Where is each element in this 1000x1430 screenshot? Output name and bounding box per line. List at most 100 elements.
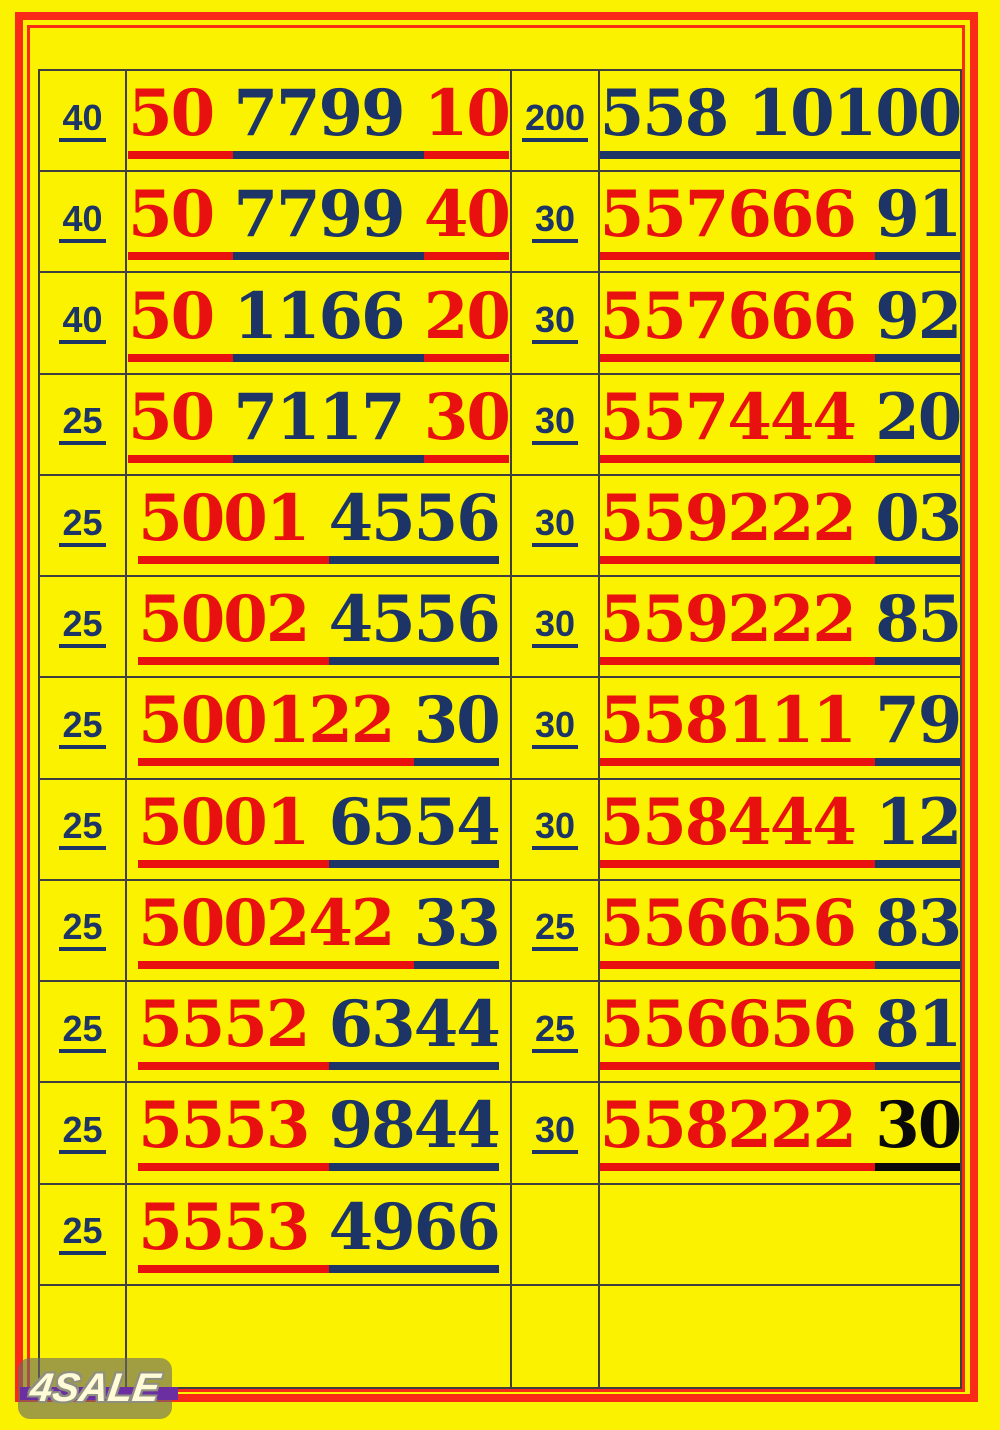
phone-number-segment: 33 [413,891,501,969]
phone-number-segment: 556656 [599,891,876,969]
price-cell: 30 [512,273,600,375]
phone-number-segment: 557444 [599,385,876,463]
price-cell: 25 [40,779,127,881]
phone-number-segment: 81 [875,993,962,1071]
price-cell [40,1285,127,1387]
price-value: 30 [531,706,579,749]
phone-number-cell: 50 7117 30 [127,374,512,476]
price-value: 25 [59,1010,106,1053]
phone-number-segment: 4556 [328,487,501,565]
price-value: 30 [531,504,579,547]
price-value: 25 [531,909,579,952]
watermark-purple-strip [20,1387,178,1400]
price-value: 30 [531,403,579,446]
phone-number-segment: 558 10100 [599,82,962,160]
price-value: 25 [59,1111,106,1154]
phone-number-cell: 50 1166 20 [127,273,512,375]
price-value: 25 [59,1213,106,1256]
inner-red-border [27,25,965,1392]
phone-number-segment: 559222 [599,588,876,666]
price-cell: 30 [512,1083,600,1185]
price-value: 200 [521,99,589,142]
phone-number-cell: 559222 85 [599,577,962,679]
phone-number-segment: 50 [128,82,234,160]
price-cell [512,1184,600,1286]
price-cell: 25 [40,1083,127,1185]
phone-number-cell [127,1285,512,1387]
phone-number-cell: 557666 91 [599,172,962,274]
phone-number-segment: 20 [423,284,511,362]
price-value: 25 [59,403,106,446]
phone-number-segment: 91 [875,183,962,261]
phone-number-cell: 559222 03 [599,476,962,578]
phone-number-cell: 5001 4556 [127,475,512,578]
phone-number-cell: 500242 33 [127,880,512,983]
phone-number-segment: 7117 [233,385,424,463]
phone-number-segment: 5553 [138,1195,329,1273]
phone-number-cell: 500122 30 [127,678,512,780]
price-cell [512,1285,600,1387]
phone-number-segment: 5553 [138,1094,329,1172]
phone-number-segment: 1166 [233,284,424,362]
price-cell: 30 [512,678,600,780]
price-cell: 25 [40,1184,127,1286]
price-cell: 30 [512,475,600,578]
phone-number-cell: 558444 12 [599,780,962,881]
phone-number-segment: 50 [128,183,234,261]
outer-red-border [15,12,978,1402]
phone-number-cell [600,1185,960,1286]
price-value: 30 [531,302,579,345]
phone-number-segment: 92 [875,284,962,362]
phone-number-segment: 85 [875,588,962,666]
phone-number-segment: 557666 [599,284,876,362]
phone-number-segment: 4556 [328,588,501,666]
price-cell: 30 [512,374,600,476]
phone-number-segment: 556656 [599,993,876,1071]
phone-number-cell: 5553 4966 [127,1184,512,1286]
price-cell: 30 [512,172,600,274]
phone-number-cell: 50 7799 10 [127,71,512,173]
phone-number-cell: 557444 20 [599,375,962,476]
price-value: 25 [59,706,106,749]
phone-number-segment: 30 [875,1094,962,1172]
price-value: 25 [59,605,106,648]
phone-number-segment: 4966 [328,1195,501,1273]
phone-number-cell: 558222 30 [599,1083,962,1185]
phone-number-segment: 6344 [328,993,501,1071]
phone-number-cell: 558 10100 [599,71,962,173]
price-value: 25 [59,504,106,547]
phone-number-segment: 83 [875,891,962,969]
price-value: 40 [59,302,106,345]
phone-number-cell: 557666 92 [599,273,962,375]
price-cell: 40 [40,273,127,375]
phone-number-cell: 5001 6554 [127,779,512,881]
price-cell: 40 [40,71,127,173]
price-cell: 25 [40,475,127,578]
phone-number-segment: 500242 [138,891,414,969]
price-value: 40 [59,200,106,243]
price-cell: 30 [512,577,600,679]
price-value: 30 [531,1111,579,1154]
phone-number-cell: 556656 81 [599,982,962,1084]
price-value: 30 [531,200,579,243]
phone-number-segment: 5001 [138,790,329,868]
price-value: 40 [59,99,106,142]
phone-number-segment: 558111 [599,689,876,767]
phone-number-segment: 20 [875,385,962,463]
phone-number-cell: 5553 9844 [127,1083,512,1185]
phone-number-segment: 7799 [233,183,424,261]
phone-number-segment: 5001 [138,487,329,565]
phone-number-cell: 556656 83 [599,881,962,983]
price-cell: 25 [512,880,600,983]
phone-number-segment: 10 [423,82,511,160]
price-value: 25 [59,909,106,952]
phone-number-segment: 9844 [328,1094,501,1172]
phone-number-segment: 50 [128,284,234,362]
phone-number-segment: 557666 [599,183,876,261]
price-value: 25 [531,1010,579,1053]
phone-number-segment: 79 [875,689,962,767]
phone-number-segment: 558222 [599,1094,876,1172]
price-cell: 25 [40,374,127,476]
price-cell: 40 [40,172,127,274]
4sale-watermark-label: 4SALE [27,1366,163,1410]
